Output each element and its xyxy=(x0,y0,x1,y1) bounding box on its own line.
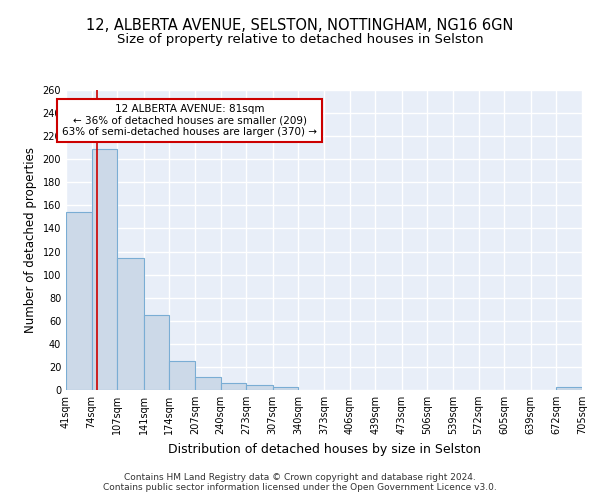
Bar xyxy=(117,258,144,390)
Bar xyxy=(66,212,92,390)
Bar xyxy=(169,361,195,390)
Text: 12 ALBERTA AVENUE: 81sqm
← 36% of detached houses are smaller (209)
63% of semi-: 12 ALBERTA AVENUE: 81sqm ← 36% of detach… xyxy=(62,104,317,137)
Bar xyxy=(556,386,582,390)
Text: Contains HM Land Registry data © Crown copyright and database right 2024.
Contai: Contains HM Land Registry data © Crown c… xyxy=(103,473,497,492)
Text: Size of property relative to detached houses in Selston: Size of property relative to detached ho… xyxy=(116,32,484,46)
Bar xyxy=(92,149,117,390)
Bar xyxy=(273,386,298,390)
Text: 12, ALBERTA AVENUE, SELSTON, NOTTINGHAM, NG16 6GN: 12, ALBERTA AVENUE, SELSTON, NOTTINGHAM,… xyxy=(86,18,514,32)
Y-axis label: Number of detached properties: Number of detached properties xyxy=(24,147,37,333)
X-axis label: Distribution of detached houses by size in Selston: Distribution of detached houses by size … xyxy=(167,442,481,456)
Bar xyxy=(144,315,169,390)
Bar xyxy=(221,383,246,390)
Bar xyxy=(195,378,221,390)
Bar xyxy=(246,386,273,390)
